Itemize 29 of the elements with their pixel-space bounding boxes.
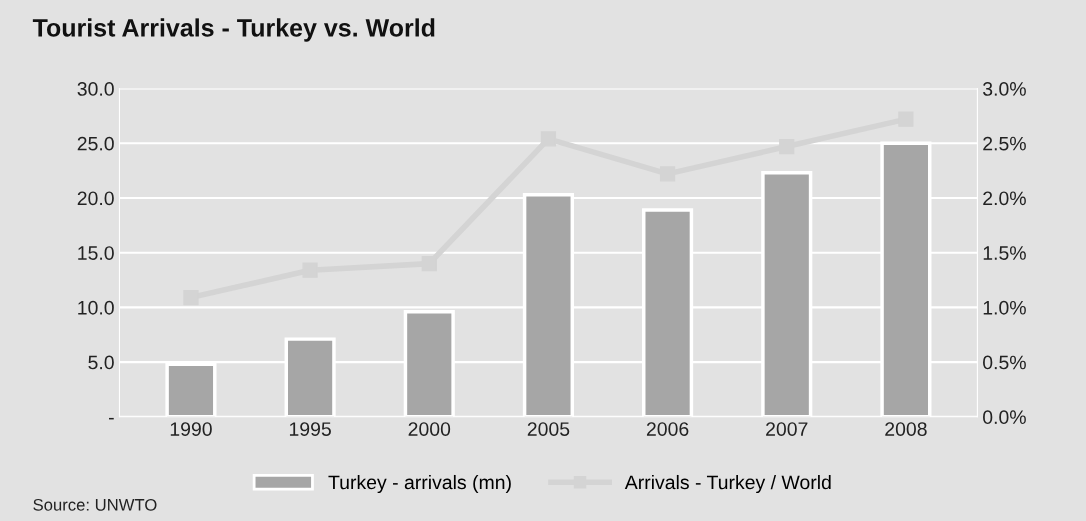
- point: [540, 131, 557, 147]
- x-tick-label: 1990: [170, 422, 212, 436]
- legend-label: Turkey - arrivals (mn): [328, 474, 511, 494]
- y-tick-label: 30.0: [77, 82, 114, 96]
- y2-tick-label: 1.5%: [983, 246, 1026, 260]
- chart-title: Tourist Arrivals - Turkey vs. World: [32, 18, 435, 42]
- y-tick-label: -: [108, 417, 114, 420]
- y2-tick-label: 3.0%: [983, 82, 1026, 96]
- x-tick-label: 2008: [885, 422, 927, 436]
- legend-label: Arrivals - Turkey / World: [624, 474, 831, 494]
- x-tick-label: 2007: [766, 422, 808, 436]
- y2-tick-label: 2.5%: [983, 136, 1026, 151]
- y-tick-label: 25.0: [77, 136, 114, 151]
- y2-tick-label: 1.0%: [983, 300, 1026, 315]
- point: [779, 138, 795, 155]
- y2-tick-label: 2.0%: [983, 191, 1026, 206]
- y-tick-label: 15.0: [78, 246, 114, 260]
- y2-tick-label: 0.5%: [983, 355, 1026, 370]
- x-tick-label: 2000: [408, 422, 451, 436]
- x-tick-label: 2005: [527, 422, 570, 436]
- y-tick-label: 5.0: [88, 355, 114, 370]
- x-tick-label: 1995: [289, 422, 331, 436]
- y-tick-label: 20.0: [77, 191, 114, 206]
- y2-tick-label: 0.0%: [983, 410, 1026, 425]
- source-note: Source: UNWTO: [33, 498, 157, 511]
- y-tick-label: 10.0: [78, 300, 114, 315]
- point: [421, 255, 437, 272]
- point: [183, 289, 199, 306]
- x-tick-label: 2006: [646, 422, 689, 436]
